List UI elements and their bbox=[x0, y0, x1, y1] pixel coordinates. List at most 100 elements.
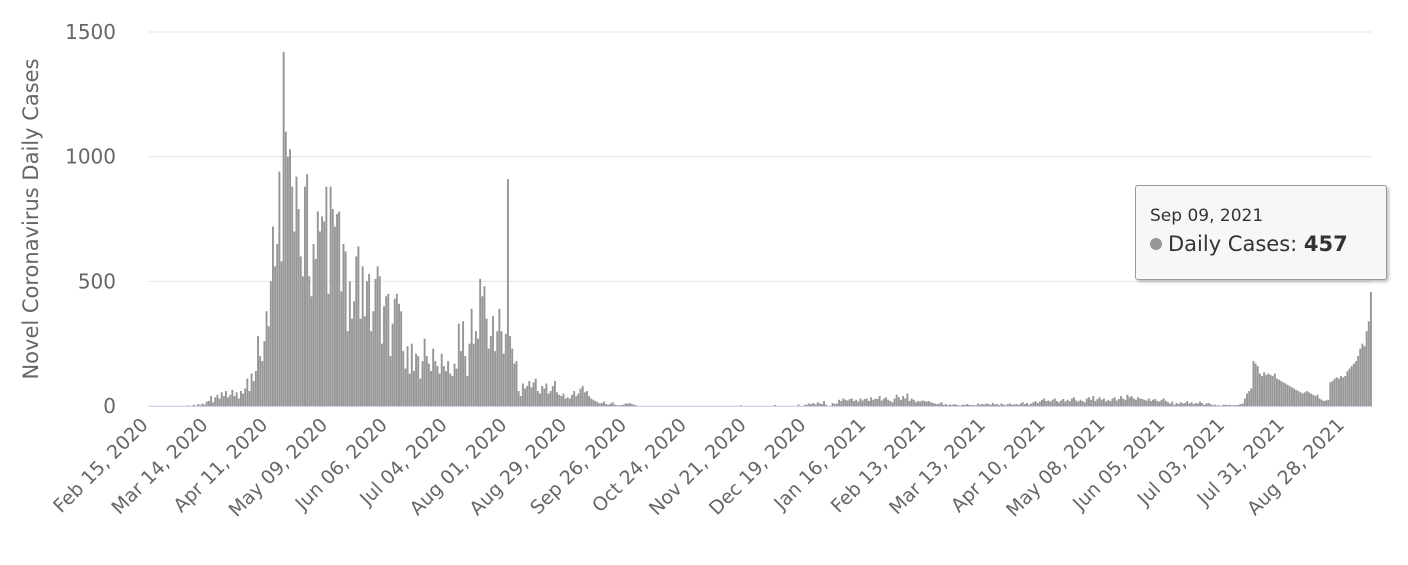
bar bbox=[308, 276, 311, 406]
bar bbox=[603, 401, 606, 406]
bar bbox=[500, 331, 503, 406]
bar bbox=[235, 392, 238, 406]
bar bbox=[462, 321, 465, 406]
bar bbox=[1006, 404, 1009, 406]
bar bbox=[1077, 401, 1080, 406]
bar bbox=[438, 373, 441, 406]
bar bbox=[227, 397, 230, 406]
bar bbox=[1124, 399, 1127, 406]
bar bbox=[316, 211, 319, 406]
bar bbox=[218, 398, 221, 406]
bar bbox=[810, 404, 813, 406]
bar bbox=[1175, 403, 1178, 406]
bar bbox=[1073, 397, 1075, 406]
bar bbox=[239, 391, 242, 406]
bar bbox=[607, 404, 610, 406]
bar bbox=[1028, 404, 1031, 406]
bar bbox=[891, 402, 894, 406]
bar bbox=[192, 404, 195, 406]
bar bbox=[961, 404, 964, 406]
bar bbox=[1041, 399, 1043, 406]
bar bbox=[1019, 403, 1022, 406]
bar bbox=[1252, 361, 1255, 406]
bar bbox=[806, 404, 808, 406]
bar bbox=[1250, 388, 1253, 406]
bar bbox=[210, 396, 212, 406]
bar bbox=[1075, 400, 1078, 406]
bar bbox=[545, 383, 548, 406]
bar bbox=[588, 396, 591, 406]
bar bbox=[453, 363, 456, 406]
bar bbox=[383, 306, 386, 406]
bar bbox=[336, 214, 339, 406]
bar bbox=[1026, 403, 1028, 406]
bar bbox=[1120, 396, 1122, 406]
bar bbox=[252, 381, 255, 406]
bar bbox=[1263, 372, 1266, 406]
bar bbox=[1308, 392, 1310, 406]
bar bbox=[575, 396, 578, 406]
bar bbox=[1312, 394, 1315, 406]
bar bbox=[1237, 404, 1240, 406]
bar bbox=[820, 404, 823, 406]
bar bbox=[553, 381, 556, 406]
bar bbox=[1143, 399, 1146, 406]
bar bbox=[291, 186, 294, 406]
bar bbox=[833, 404, 836, 406]
bar bbox=[404, 368, 407, 406]
bar bbox=[1117, 399, 1120, 406]
bar bbox=[301, 276, 304, 406]
bar bbox=[1164, 401, 1167, 406]
bar bbox=[1365, 331, 1368, 406]
bar bbox=[622, 404, 625, 406]
bar bbox=[1269, 374, 1272, 406]
bar bbox=[440, 353, 443, 406]
bar bbox=[1359, 348, 1362, 406]
bar bbox=[370, 331, 373, 406]
bar bbox=[976, 403, 979, 406]
bar bbox=[562, 393, 565, 406]
bar bbox=[773, 405, 776, 406]
bar bbox=[906, 393, 909, 406]
bar bbox=[201, 403, 204, 406]
bar bbox=[991, 403, 994, 406]
bar bbox=[1261, 376, 1263, 406]
bar bbox=[521, 383, 524, 406]
bar bbox=[1201, 403, 1204, 406]
bar bbox=[970, 405, 973, 406]
bar bbox=[855, 399, 858, 406]
bar bbox=[942, 404, 945, 406]
y-tick-label: 1500 bbox=[65, 20, 116, 44]
bar bbox=[1137, 397, 1140, 406]
bar bbox=[816, 402, 819, 406]
bar bbox=[1043, 398, 1046, 406]
bar bbox=[1299, 392, 1302, 406]
bar bbox=[573, 391, 576, 406]
bar bbox=[1367, 321, 1370, 406]
bar bbox=[306, 174, 309, 406]
bar bbox=[904, 398, 907, 406]
bar bbox=[536, 391, 539, 406]
bar bbox=[430, 371, 432, 406]
bar bbox=[1265, 374, 1268, 406]
bar bbox=[427, 363, 430, 406]
tooltip: Sep 09, 2021 Daily Cases: 457 bbox=[1135, 185, 1387, 280]
bar bbox=[983, 404, 986, 406]
bar bbox=[867, 401, 870, 406]
bar bbox=[1145, 400, 1148, 406]
bar bbox=[289, 149, 292, 407]
bar bbox=[380, 343, 383, 406]
bar bbox=[506, 179, 509, 406]
bar bbox=[989, 404, 992, 406]
bar bbox=[1115, 400, 1118, 406]
bar bbox=[1083, 402, 1086, 406]
bar bbox=[1246, 393, 1248, 406]
bar bbox=[280, 261, 283, 406]
bar bbox=[284, 131, 287, 406]
bar bbox=[1331, 381, 1334, 406]
bar bbox=[387, 293, 390, 406]
bar bbox=[840, 401, 843, 406]
bar bbox=[1194, 403, 1197, 406]
bar bbox=[1002, 404, 1005, 406]
bar bbox=[1152, 399, 1155, 406]
